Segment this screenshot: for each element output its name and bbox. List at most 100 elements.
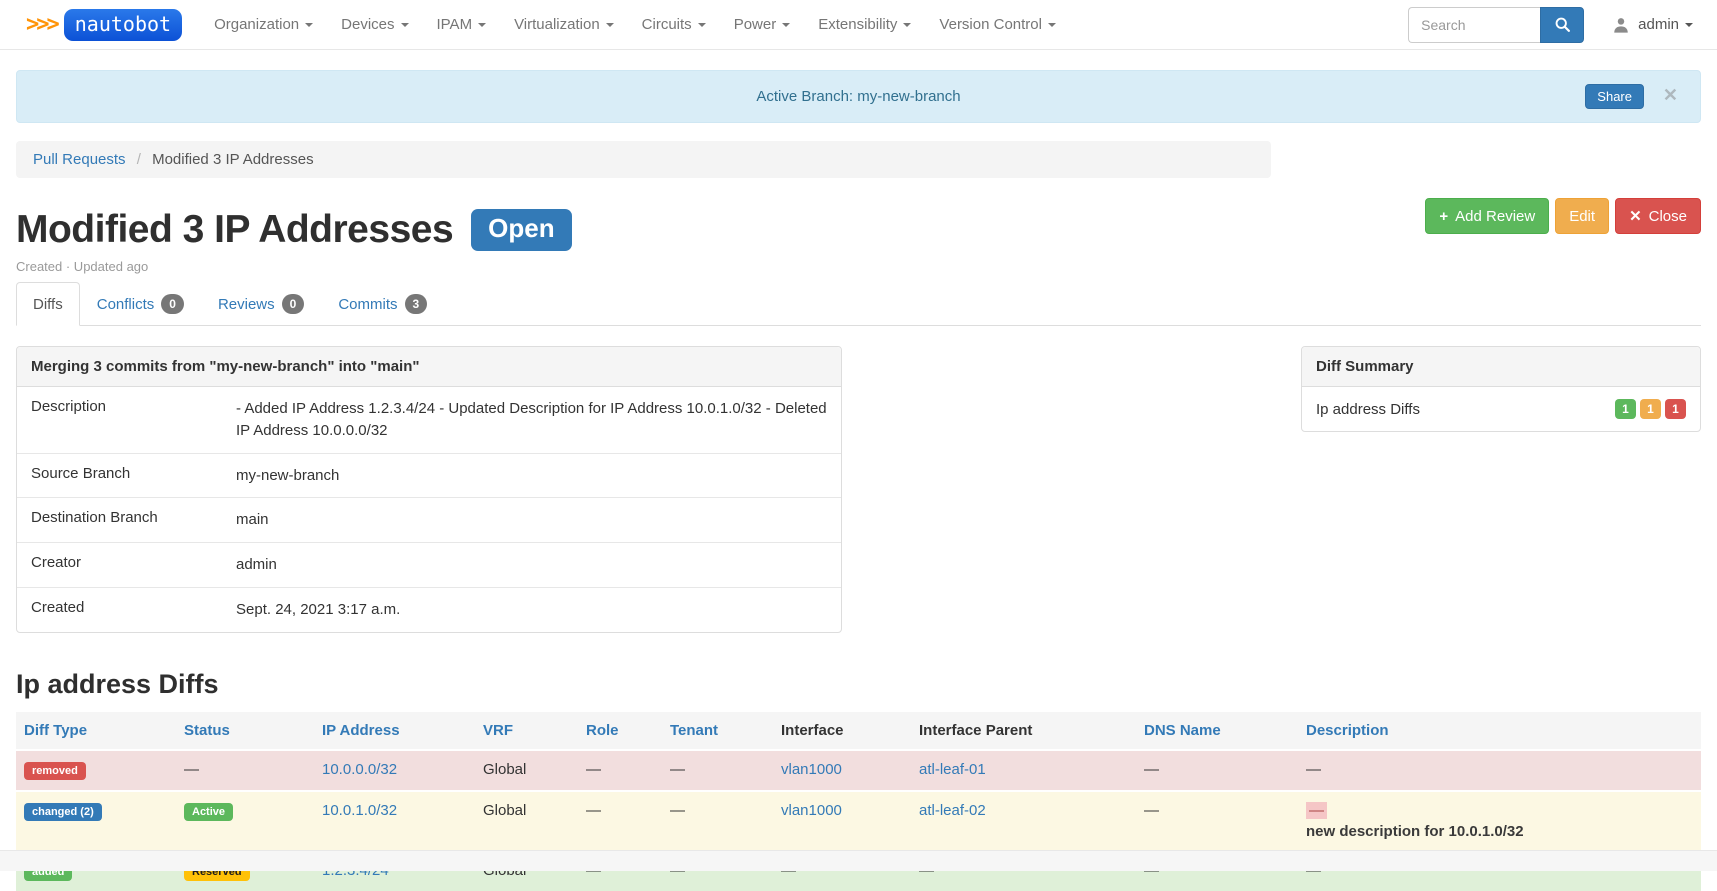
chevron-down-icon bbox=[400, 22, 409, 27]
search-button[interactable] bbox=[1540, 6, 1585, 43]
top-navbar: >>> nautobot Organization Devices IPAM V… bbox=[0, 0, 1717, 50]
banner-close-icon[interactable]: ✕ bbox=[1662, 85, 1678, 105]
page-title: Modified 3 IP Addresses bbox=[16, 208, 454, 251]
ip-address-link[interactable]: 10.0.0.0/32 bbox=[322, 760, 398, 778]
nav-item-virtualization[interactable]: Virtualization bbox=[500, 16, 628, 33]
merge-info-panel: Merging 3 commits from "my-new-branch" i… bbox=[16, 346, 842, 633]
description-new-value: new description for 10.0.1.0/32 bbox=[1306, 822, 1524, 840]
diff-section-heading: Ip address Diffs bbox=[16, 668, 219, 699]
pr-status-badge: Open bbox=[471, 209, 572, 251]
col-header-vrf[interactable]: VRF bbox=[475, 711, 578, 750]
user-icon bbox=[1612, 16, 1630, 34]
created-updated-meta: Created · Updated ago bbox=[16, 259, 149, 274]
diff-summary-row: Ip address Diffs 1 1 1 bbox=[1302, 387, 1700, 431]
nav-item-ipam[interactable]: IPAM bbox=[423, 16, 501, 33]
nav-item-power[interactable]: Power bbox=[720, 16, 805, 33]
share-button[interactable]: Share bbox=[1585, 84, 1644, 109]
cell-dns-name: — bbox=[1144, 760, 1159, 778]
col-header-description[interactable]: Description bbox=[1298, 711, 1701, 750]
main-nav: Organization Devices IPAM Virtualization… bbox=[200, 16, 1070, 33]
cell-description-diff: — new description for 10.0.1.0/32 bbox=[1298, 791, 1701, 851]
diff-count-badges: 1 1 1 bbox=[1611, 399, 1686, 419]
nav-item-organization[interactable]: Organization bbox=[200, 16, 327, 33]
diff-summary-title: Diff Summary bbox=[1302, 347, 1700, 387]
search-icon bbox=[1555, 17, 1570, 32]
cell-vrf: Global bbox=[483, 801, 527, 819]
user-menu[interactable]: admin bbox=[1612, 16, 1693, 34]
col-header-status[interactable]: Status bbox=[176, 711, 314, 750]
edit-button[interactable]: Edit bbox=[1555, 198, 1610, 234]
table-row-removed: removed — 10.0.0.0/32 Global — — vlan100… bbox=[16, 749, 1701, 791]
col-header-ip-address[interactable]: IP Address bbox=[314, 711, 475, 750]
cell-status: — bbox=[184, 760, 199, 778]
col-header-dns-name[interactable]: DNS Name bbox=[1136, 711, 1298, 750]
search-input[interactable] bbox=[1408, 6, 1541, 43]
nav-item-devices[interactable]: Devices bbox=[327, 16, 422, 33]
action-buttons: + Add Review Edit ✕ Close bbox=[1419, 198, 1701, 234]
tab-conflicts[interactable]: Conflicts 0 bbox=[80, 282, 201, 326]
cell-role: — bbox=[586, 801, 601, 819]
reviews-count-badge: 0 bbox=[281, 294, 305, 314]
added-count-badge: 1 bbox=[1615, 399, 1636, 419]
changed-count-badge: 1 bbox=[1640, 399, 1661, 419]
page-title-row: Modified 3 IP Addresses Open bbox=[16, 198, 1701, 252]
add-review-button[interactable]: + Add Review bbox=[1425, 198, 1550, 234]
breadcrumb-pull-requests-link[interactable]: Pull Requests bbox=[33, 151, 126, 168]
pr-tabs: Diffs Conflicts 0 Reviews 0 Commits 3 bbox=[16, 282, 1701, 326]
chevron-down-icon bbox=[1047, 22, 1056, 27]
cell-vrf: Global bbox=[483, 760, 527, 778]
tab-commits[interactable]: Commits 3 bbox=[321, 282, 444, 326]
close-pr-button[interactable]: ✕ Close bbox=[1615, 198, 1701, 234]
ip-address-link[interactable]: 10.0.1.0/32 bbox=[322, 801, 398, 819]
nav-item-extensibility[interactable]: Extensibility bbox=[804, 16, 925, 33]
page-header: + Add Review Edit ✕ Close Modified 3 IP … bbox=[16, 198, 1701, 282]
active-branch-banner: Active Branch: my-new-branch Share ✕ bbox=[16, 70, 1701, 123]
interface-link[interactable]: vlan1000 bbox=[781, 801, 842, 819]
plus-icon: + bbox=[1439, 207, 1449, 225]
merge-attr-table: Description - Added IP Address 1.2.3.4/2… bbox=[17, 387, 841, 632]
chevron-down-icon bbox=[605, 22, 614, 27]
breadcrumb: Pull Requests / Modified 3 IP Addresses bbox=[16, 141, 1271, 178]
breadcrumb-current: Modified 3 IP Addresses bbox=[152, 151, 314, 168]
nav-item-circuits[interactable]: Circuits bbox=[628, 16, 720, 33]
col-header-interface-parent: Interface Parent bbox=[911, 711, 1136, 750]
chevron-down-icon bbox=[903, 22, 912, 27]
col-header-tenant[interactable]: Tenant bbox=[662, 711, 773, 750]
nav-item-version-control[interactable]: Version Control bbox=[925, 16, 1070, 33]
tab-reviews[interactable]: Reviews 0 bbox=[201, 282, 321, 326]
table-row: Destination Branch main bbox=[17, 497, 841, 543]
merge-panel-title: Merging 3 commits from "my-new-branch" i… bbox=[17, 347, 841, 387]
table-row-changed: changed (2) Active 10.0.1.0/32 Global — … bbox=[16, 790, 1701, 851]
changed-badge: changed (2) bbox=[24, 802, 102, 821]
commits-count-badge: 3 bbox=[404, 294, 428, 314]
cell-description: — bbox=[1306, 760, 1321, 778]
logo-chevrons-icon: >>> bbox=[26, 12, 60, 37]
chevron-down-icon bbox=[697, 22, 706, 27]
removed-count-badge: 1 bbox=[1665, 399, 1686, 419]
chevron-down-icon bbox=[1685, 22, 1693, 27]
col-header-interface: Interface bbox=[773, 711, 911, 750]
cell-dns-name: — bbox=[1144, 801, 1159, 819]
cell-role: — bbox=[586, 760, 601, 778]
status-badge-active: Active bbox=[184, 802, 234, 821]
removed-badge: removed bbox=[24, 761, 86, 780]
table-header-row: Diff Type Status IP Address VRF Role Ten… bbox=[16, 711, 1701, 750]
breadcrumb-separator: / bbox=[136, 151, 141, 168]
table-row: Source Branch my-new-branch bbox=[17, 452, 841, 498]
description-old-value: — bbox=[1306, 801, 1327, 819]
table-row: Creator admin bbox=[17, 542, 841, 588]
conflicts-count-badge: 0 bbox=[161, 294, 184, 314]
col-header-diff-type[interactable]: Diff Type bbox=[16, 711, 176, 750]
cell-tenant: — bbox=[670, 760, 685, 778]
tab-diffs[interactable]: Diffs bbox=[16, 282, 80, 326]
diff-summary-row-label: Ip address Diffs bbox=[1316, 400, 1420, 418]
interface-parent-link[interactable]: atl-leaf-01 bbox=[919, 760, 986, 778]
logo-wordmark: nautobot bbox=[63, 8, 183, 41]
col-header-role[interactable]: Role bbox=[578, 711, 662, 750]
chevron-down-icon bbox=[478, 22, 487, 27]
interface-link[interactable]: vlan1000 bbox=[781, 760, 842, 778]
nautobot-logo[interactable]: >>> nautobot bbox=[26, 8, 183, 41]
cell-tenant: — bbox=[670, 801, 685, 819]
interface-parent-link[interactable]: atl-leaf-02 bbox=[919, 801, 986, 819]
table-row: Description - Added IP Address 1.2.3.4/2… bbox=[31, 398, 827, 439]
